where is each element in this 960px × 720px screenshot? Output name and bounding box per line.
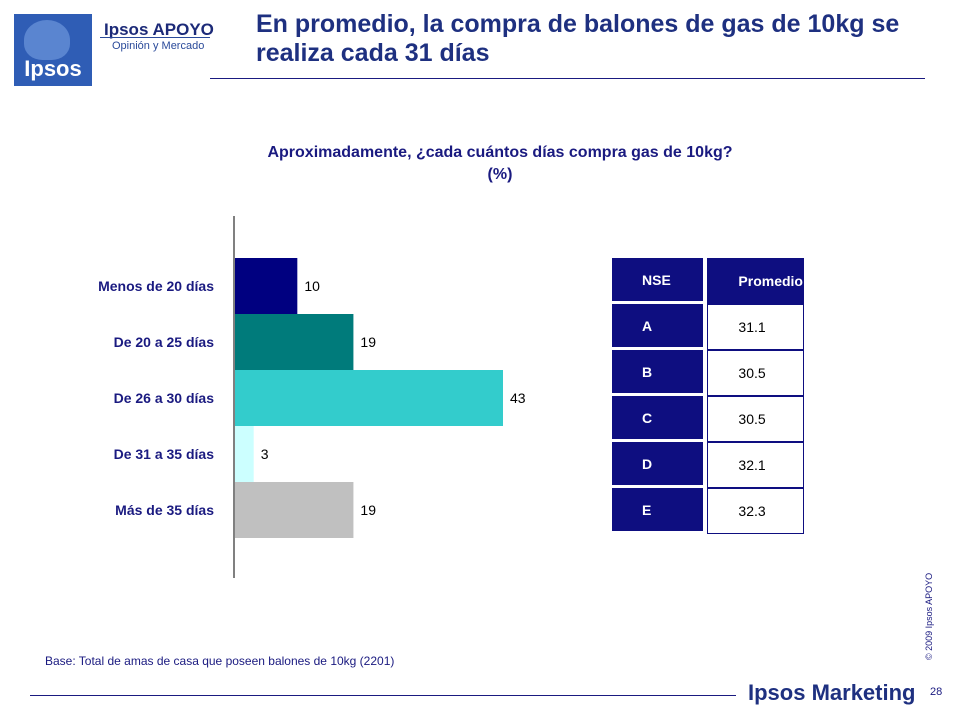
table-header-row: NSE Promedio — [612, 258, 804, 304]
brand-subtitle: Opinión y Mercado — [112, 40, 205, 52]
question-text: Aproximadamente, ¿cada cuántos días comp… — [267, 144, 733, 161]
bar — [235, 314, 354, 370]
bar — [235, 482, 354, 538]
data-label: 19 — [360, 502, 376, 518]
nse-cell: D — [612, 442, 708, 488]
nse-table: NSE Promedio A 31.1 B 30.5 C 30.5 D 32.1… — [612, 258, 804, 534]
brand-divider — [100, 37, 210, 38]
promedio-cell: 30.5 — [707, 396, 804, 442]
promedio-cell: 32.1 — [707, 442, 804, 488]
bar — [235, 426, 254, 482]
base-note: Base: Total de amas de casa que poseen b… — [45, 654, 395, 668]
table-row: A 31.1 — [612, 304, 804, 350]
category-label: De 31 a 35 días — [114, 446, 215, 462]
header-nse: NSE — [612, 258, 708, 304]
category-label: De 20 a 25 días — [114, 334, 215, 350]
category-label: Más de 35 días — [115, 502, 214, 518]
nse-cell: C — [612, 396, 708, 442]
table-row: D 32.1 — [612, 442, 804, 488]
nse-cell: A — [612, 304, 708, 350]
page-number: 28 — [930, 686, 943, 698]
title-divider — [210, 78, 925, 79]
logo-text: Ipsos — [24, 56, 82, 81]
brand-name: Ipsos APOYO — [104, 20, 214, 39]
footer-brand: Ipsos Marketing — [748, 680, 916, 705]
header-promedio: Promedio — [707, 258, 804, 304]
copyright: © 2009 Ipsos APOYO — [924, 572, 934, 660]
promedio-cell: 32.3 — [707, 488, 804, 534]
chart-question: Aproximadamente, ¿cada cuántos días comp… — [180, 142, 820, 186]
question-unit: (%) — [487, 166, 513, 183]
bar — [235, 258, 298, 314]
nse-cell: B — [612, 350, 708, 396]
data-label: 10 — [304, 278, 320, 294]
data-label: 3 — [261, 446, 269, 462]
table-row: B 30.5 — [612, 350, 804, 396]
ipsos-logo: Ipsos — [14, 14, 92, 86]
promedio-cell: 30.5 — [707, 350, 804, 396]
bar — [235, 370, 503, 426]
table-row: E 32.3 — [612, 488, 804, 534]
footer-divider — [30, 695, 736, 696]
data-label: 19 — [360, 334, 376, 350]
data-label: 43 — [510, 390, 526, 406]
logo-face-icon — [24, 20, 70, 60]
page-title: En promedio, la compra de balones de gas… — [256, 10, 900, 67]
category-label: Menos de 20 días — [98, 278, 214, 294]
promedio-cell: 31.1 — [707, 304, 804, 350]
table-row: C 30.5 — [612, 396, 804, 442]
category-label: De 26 a 30 días — [114, 390, 215, 406]
nse-cell: E — [612, 488, 708, 534]
